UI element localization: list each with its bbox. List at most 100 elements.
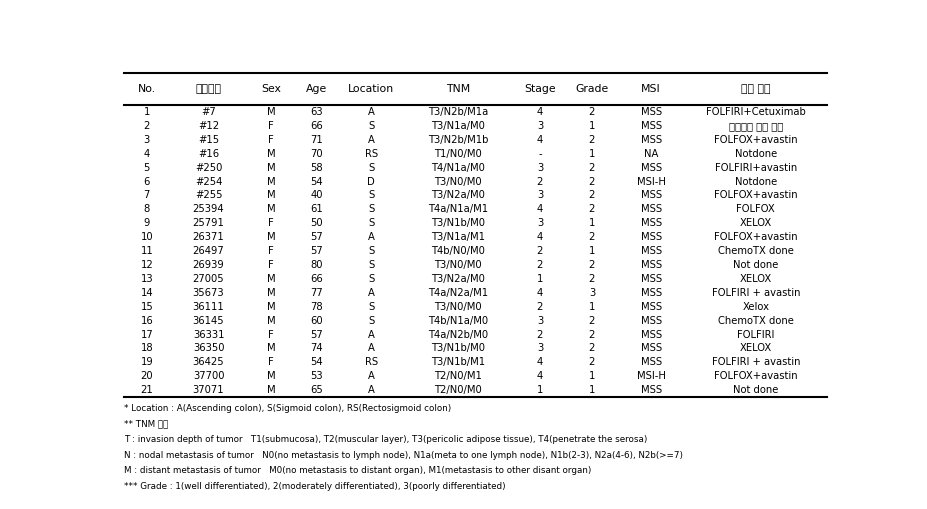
Text: MSS: MSS <box>641 344 662 353</box>
Text: 27005: 27005 <box>193 274 224 284</box>
Text: M : distant metastasis of tumor   M0(no metastasis to distant organ), M1(metasta: M : distant metastasis of tumor M0(no me… <box>124 466 591 475</box>
Text: 3: 3 <box>144 135 150 145</box>
Text: 10: 10 <box>141 232 153 242</box>
Text: MSS: MSS <box>641 385 662 395</box>
Text: 2: 2 <box>589 204 595 214</box>
Text: 3: 3 <box>589 288 595 298</box>
Text: 항암치료 다른 병원: 항암치료 다른 병원 <box>729 121 783 131</box>
Text: M: M <box>266 204 275 214</box>
Text: T3/N1b/M1: T3/N1b/M1 <box>431 357 486 367</box>
Text: M: M <box>266 177 275 186</box>
Text: T2/N0/M1: T2/N0/M1 <box>435 371 482 381</box>
Text: 2: 2 <box>589 344 595 353</box>
Text: 11: 11 <box>141 246 153 256</box>
Text: 57: 57 <box>311 232 324 242</box>
Text: NA: NA <box>644 149 658 159</box>
Text: 19: 19 <box>141 357 153 367</box>
Text: MSI-H: MSI-H <box>637 177 666 186</box>
Text: 3: 3 <box>537 162 543 173</box>
Text: FOLFIRI + avastin: FOLFIRI + avastin <box>712 288 800 298</box>
Text: 3: 3 <box>537 190 543 201</box>
Text: MSS: MSS <box>641 232 662 242</box>
Text: -: - <box>538 149 541 159</box>
Text: 36145: 36145 <box>193 316 224 326</box>
Text: M: M <box>266 232 275 242</box>
Text: 1: 1 <box>537 274 543 284</box>
Text: 66: 66 <box>311 121 324 131</box>
Text: FOLFIRI+avastin: FOLFIRI+avastin <box>715 162 797 173</box>
Text: F: F <box>268 121 273 131</box>
Text: M: M <box>266 316 275 326</box>
Text: 36350: 36350 <box>193 344 224 353</box>
Text: 3: 3 <box>537 344 543 353</box>
Text: S: S <box>368 190 375 201</box>
Text: 54: 54 <box>311 357 324 367</box>
Text: FOLFIRI: FOLFIRI <box>737 329 774 340</box>
Text: Notdone: Notdone <box>734 177 777 186</box>
Text: F: F <box>268 329 273 340</box>
Text: 74: 74 <box>311 344 324 353</box>
Text: A: A <box>368 371 375 381</box>
Text: M: M <box>266 274 275 284</box>
Text: 1: 1 <box>589 149 595 159</box>
Text: Location: Location <box>349 84 394 94</box>
Text: Grade: Grade <box>576 84 608 94</box>
Text: S: S <box>368 121 375 131</box>
Text: 60: 60 <box>311 316 324 326</box>
Text: 4: 4 <box>537 357 543 367</box>
Text: 2: 2 <box>589 190 595 201</box>
Text: 7: 7 <box>144 190 150 201</box>
Text: S: S <box>368 246 375 256</box>
Text: 1: 1 <box>589 246 595 256</box>
Text: M: M <box>266 371 275 381</box>
Text: RS: RS <box>364 357 378 367</box>
Text: 2: 2 <box>537 302 543 312</box>
Text: S: S <box>368 316 375 326</box>
Text: FOLFOX+avastin: FOLFOX+avastin <box>714 232 797 242</box>
Text: #7: #7 <box>201 107 216 117</box>
Text: MSS: MSS <box>641 302 662 312</box>
Text: #12: #12 <box>198 121 219 131</box>
Text: MSS: MSS <box>641 218 662 228</box>
Text: MSS: MSS <box>641 246 662 256</box>
Text: 21: 21 <box>141 385 153 395</box>
Text: T1/N0/M0: T1/N0/M0 <box>435 149 482 159</box>
Text: 25791: 25791 <box>193 218 224 228</box>
Text: 3: 3 <box>537 316 543 326</box>
Text: 66: 66 <box>311 274 324 284</box>
Text: T3/N1a/M1: T3/N1a/M1 <box>431 232 485 242</box>
Text: 2: 2 <box>589 232 595 242</box>
Text: T3/N2b/M1b: T3/N2b/M1b <box>428 135 489 145</box>
Text: MSS: MSS <box>641 121 662 131</box>
Text: 36331: 36331 <box>193 329 224 340</box>
Text: MSS: MSS <box>641 162 662 173</box>
Text: M: M <box>266 107 275 117</box>
Text: F: F <box>268 218 273 228</box>
Text: 16: 16 <box>141 316 153 326</box>
Text: 57: 57 <box>311 329 324 340</box>
Text: M: M <box>266 149 275 159</box>
Text: #250: #250 <box>195 162 222 173</box>
Text: XELOX: XELOX <box>740 274 772 284</box>
Text: #254: #254 <box>195 177 222 186</box>
Text: FOLFIRI+Cetuximab: FOLFIRI+Cetuximab <box>705 107 806 117</box>
Text: T4a/N1a/M1: T4a/N1a/M1 <box>428 204 489 214</box>
Text: 57: 57 <box>311 246 324 256</box>
Text: *** Grade : 1(well differentiated), 2(moderately differentiated), 3(poorly diffe: *** Grade : 1(well differentiated), 2(mo… <box>124 482 506 491</box>
Text: 2: 2 <box>537 246 543 256</box>
Text: 2: 2 <box>589 177 595 186</box>
Text: M: M <box>266 190 275 201</box>
Text: 53: 53 <box>311 371 324 381</box>
Text: T4b/N0/M0: T4b/N0/M0 <box>431 246 485 256</box>
Text: 1: 1 <box>589 218 595 228</box>
Text: FOLFOX+avastin: FOLFOX+avastin <box>714 135 797 145</box>
Text: #16: #16 <box>198 149 219 159</box>
Text: F: F <box>268 135 273 145</box>
Text: 4: 4 <box>537 204 543 214</box>
Text: 2: 2 <box>589 260 595 270</box>
Text: FOLFOX+avastin: FOLFOX+avastin <box>714 190 797 201</box>
Text: 26939: 26939 <box>193 260 224 270</box>
Text: 2: 2 <box>589 162 595 173</box>
Text: 2: 2 <box>537 329 543 340</box>
Text: T3/N1a/M0: T3/N1a/M0 <box>431 121 485 131</box>
